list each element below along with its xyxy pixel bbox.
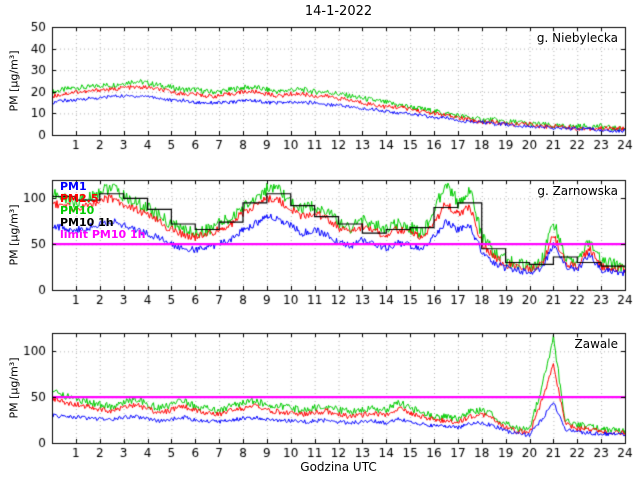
panel-title-niebylecka: g. Niebylecka	[536, 31, 618, 45]
y-axis-label-panel3: PM [µg/m³]	[7, 357, 21, 419]
y-axis-label-panel1: PM [µg/m³]	[7, 50, 21, 112]
panel-title-zarnowska: g. Zarnowska	[537, 184, 618, 198]
chart-title: 14-1-2022	[304, 4, 373, 19]
legend-item-limit: limit PM10 1h	[60, 228, 146, 241]
legend-item-pm10-1h: PM10 1h	[60, 216, 114, 229]
legend: PM1 PM2.5 PM10 PM10 1h limit PM10 1h	[60, 181, 146, 241]
legend-item-pm10: PM10	[60, 204, 95, 217]
legend-item-pm1: PM1	[60, 180, 87, 193]
legend-item-pm25: PM2.5	[60, 192, 99, 205]
x-axis-label: Godzina UTC	[300, 460, 377, 474]
panel-title-zawale: Zawale	[574, 337, 618, 351]
y-axis-label-panel2: PM [µg/m³]	[7, 204, 21, 266]
